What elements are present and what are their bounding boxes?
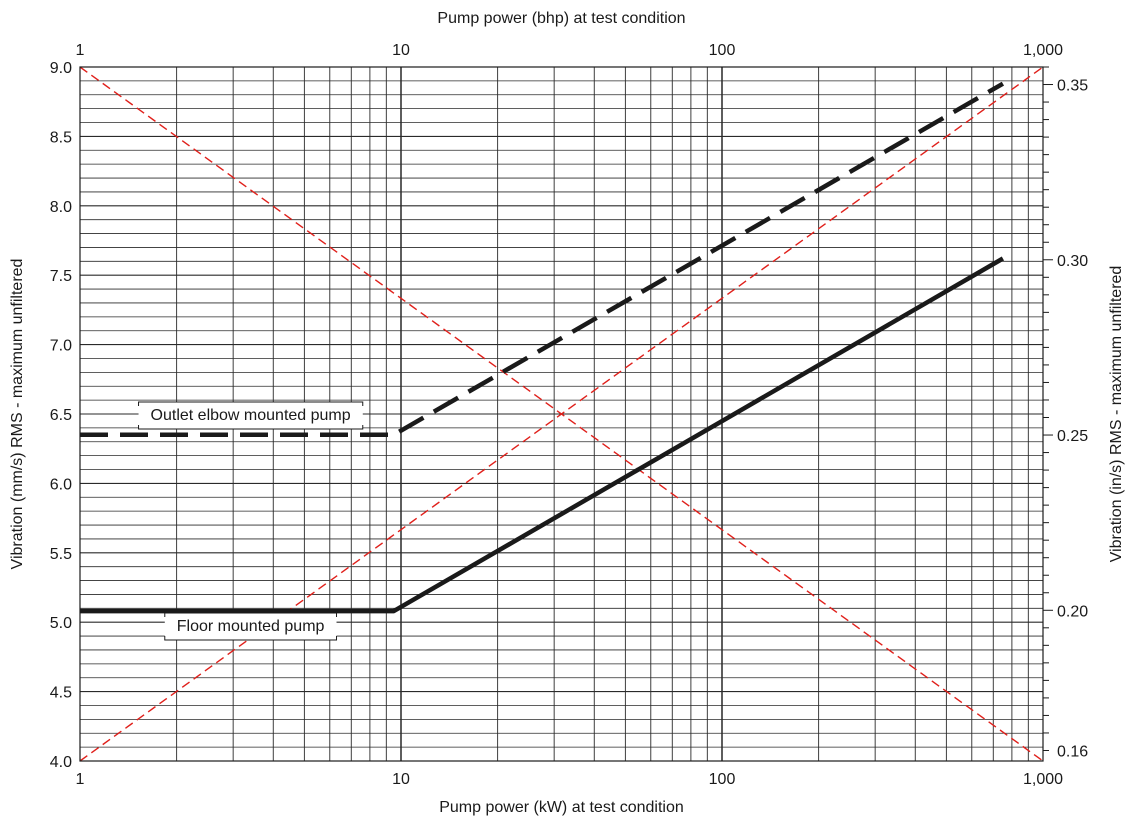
x-axis-title-top: Pump power (bhp) at test condition [437, 10, 685, 27]
y-tick-label-right: 0.30 [1057, 253, 1088, 270]
y-tick-label-right: 0.16 [1057, 743, 1088, 760]
x-axis-title-bottom: Pump power (kW) at test condition [439, 799, 684, 816]
annotation-box [138, 402, 363, 429]
y-tick-label-right: 0.35 [1057, 78, 1088, 95]
y-tick-label-right: 0.20 [1057, 603, 1088, 620]
x-tick-label-top: 10 [392, 42, 410, 59]
y-tick-label-left: 4.0 [50, 754, 72, 771]
y-tick-label-right: 0.25 [1057, 428, 1088, 445]
series-line-floor-mounted [80, 256, 1005, 614]
y-tick-label-left: 6.5 [50, 407, 72, 424]
x-tick-label-bottom: 100 [709, 771, 736, 788]
x-tick-label-bottom: 1 [76, 771, 85, 788]
x-tick-label-top: 1 [76, 42, 85, 59]
x-tick-label-bottom: 1,000 [1023, 771, 1063, 788]
reference-line-2 [79, 66, 1044, 762]
y-tick-label-left: 5.0 [50, 615, 72, 632]
y-tick-label-left: 8.5 [50, 129, 72, 146]
y-axis-title-right: Vibration (in/s) RMS - maximum unfiltere… [1108, 266, 1125, 563]
plot-frame [79, 66, 1044, 762]
y-tick-label-left: 6.0 [50, 476, 72, 493]
annotation-bracket-top [164, 612, 338, 617]
annotation-bracket-top [138, 401, 364, 406]
y-tick-label-left: 4.5 [50, 685, 72, 702]
grid [80, 66, 1053, 761]
series-line-outlet-elbow [80, 81, 1005, 438]
annotation-bracket-bottom [138, 425, 364, 430]
y-tick-label-left: 9.0 [50, 60, 72, 77]
y-tick-label-left: 8.0 [50, 199, 72, 216]
annotation-box [164, 612, 337, 640]
series-group [80, 81, 1005, 614]
reference-lines [79, 66, 1044, 762]
annotations: Outlet elbow mounted pump Floor mounted p… [138, 401, 364, 641]
annotation-label: Outlet elbow mounted pump [151, 407, 351, 424]
x-tick-label-top: 100 [709, 42, 736, 59]
x-tick-label-top: 1,000 [1023, 42, 1063, 59]
y-tick-label-left: 7.5 [50, 268, 72, 285]
y-axis-title-left: Vibration (mm/s) RMS - maximum unfiltere… [9, 259, 26, 570]
y-tick-label-left: 7.0 [50, 338, 72, 355]
x-tick-label-bottom: 10 [392, 771, 410, 788]
annotation-bracket-bottom [164, 635, 338, 641]
annotation-label: Floor mounted pump [177, 618, 325, 635]
y-tick-label-left: 5.5 [50, 546, 72, 563]
tick-labels: 1 10 100 1,000 1 10 100 1,000 4.0 4.5 5.0 5.5 6.0 6.5… [50, 42, 1088, 788]
